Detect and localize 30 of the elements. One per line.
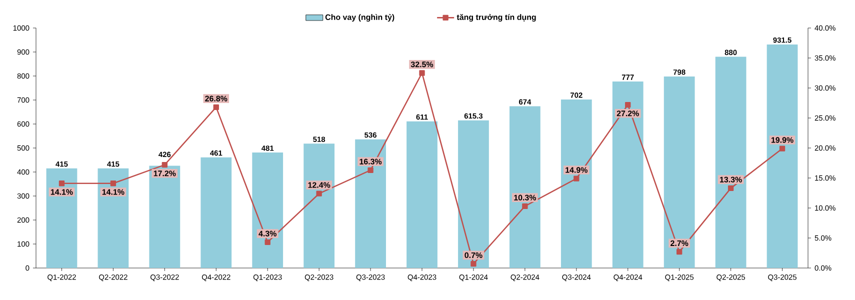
bar: [46, 168, 78, 268]
bar: [458, 120, 489, 268]
point: [213, 104, 219, 110]
point: [419, 70, 425, 76]
bar: [766, 44, 798, 268]
point: [58, 180, 65, 186]
point: [316, 190, 322, 196]
bar: [200, 157, 232, 268]
bar: [664, 76, 695, 268]
point: [676, 248, 682, 255]
bar: [252, 152, 284, 268]
point: [728, 185, 734, 192]
point: [368, 167, 374, 174]
bar: [149, 166, 180, 268]
point: [470, 260, 476, 267]
point: [779, 146, 786, 152]
bar: [304, 144, 335, 268]
bar: [406, 121, 438, 268]
bar: [612, 82, 644, 268]
point: [110, 180, 116, 186]
bar: [355, 139, 386, 268]
point: [522, 203, 528, 210]
bar: [715, 56, 746, 268]
point: [264, 239, 270, 246]
point: [574, 176, 580, 182]
bar: [560, 100, 592, 268]
point: [162, 162, 168, 168]
point: [625, 102, 631, 108]
bar: [98, 168, 129, 268]
bar: [510, 106, 540, 268]
